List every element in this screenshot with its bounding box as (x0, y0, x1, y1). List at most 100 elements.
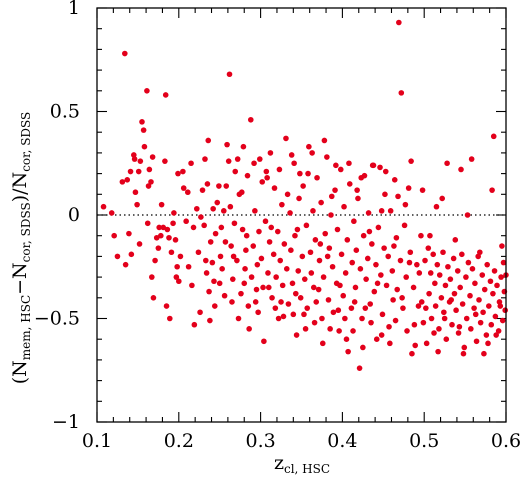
data-point (239, 226, 246, 233)
data-point (202, 156, 208, 162)
data-point (124, 177, 131, 183)
data-point (114, 253, 121, 260)
data-point (234, 257, 240, 264)
data-point (310, 284, 317, 291)
data-point (166, 234, 172, 241)
data-point (231, 220, 238, 227)
data-point (472, 280, 478, 287)
data-point (321, 137, 328, 144)
data-point (211, 278, 217, 285)
data-point (144, 88, 150, 94)
data-point (149, 274, 155, 280)
data-point (240, 143, 247, 150)
data-point (224, 141, 230, 148)
data-point (494, 282, 500, 289)
data-point (467, 292, 473, 299)
data-point (451, 290, 458, 297)
x-axis-label: zcl, HSC (274, 452, 330, 476)
data-point (267, 150, 274, 156)
data-point (285, 301, 292, 307)
data-point (355, 195, 361, 202)
data-point (303, 222, 310, 229)
data-point (351, 299, 358, 305)
data-point (122, 50, 128, 57)
data-point (190, 224, 197, 231)
y-label-n2-sub: cor, SDSS (19, 202, 33, 262)
data-point (333, 162, 339, 169)
data-point (216, 183, 222, 189)
data-point (312, 237, 319, 243)
data-point (362, 305, 369, 311)
data-point (409, 350, 415, 357)
data-point (492, 313, 499, 320)
data-point (334, 226, 341, 233)
data-point (276, 166, 283, 173)
data-point (127, 168, 134, 175)
x-axis-label-sub: cl, HSC (284, 462, 330, 476)
data-point (220, 208, 227, 214)
data-point (198, 214, 204, 220)
data-point (164, 226, 171, 233)
data-point (318, 199, 324, 206)
data-point (359, 315, 365, 322)
y-tick-label: 1 (68, 0, 80, 19)
data-point (283, 266, 290, 272)
data-point (468, 326, 474, 332)
data-point (436, 326, 442, 332)
data-point (173, 274, 180, 280)
data-point (202, 257, 209, 264)
data-point (152, 257, 158, 264)
y-axis-label: (Nmem, HSC−Ncor, SDSS)/Ncor, SDSS (9, 112, 33, 385)
data-point (496, 299, 503, 305)
data-point (232, 168, 239, 175)
data-point (145, 183, 152, 189)
data-point (338, 251, 345, 258)
data-point (404, 328, 410, 334)
data-point (364, 255, 371, 262)
data-point (221, 292, 228, 299)
data-point (385, 253, 392, 260)
data-point (266, 239, 273, 245)
data-point (242, 266, 248, 272)
data-point (262, 218, 269, 225)
data-point (445, 263, 451, 270)
y-tick-label: 0 (68, 204, 80, 226)
data-point (488, 321, 495, 328)
data-point (134, 201, 140, 208)
data-point (268, 224, 275, 231)
data-point (378, 272, 384, 278)
data-point (296, 195, 302, 202)
data-point (314, 174, 320, 181)
data-point (156, 224, 162, 231)
y-label-n1-sub: mem, HSC (19, 295, 33, 360)
data-point (401, 222, 408, 229)
data-point (218, 224, 225, 231)
data-point (487, 278, 494, 285)
data-point (227, 203, 234, 210)
data-point (435, 348, 441, 355)
data-point (210, 205, 216, 212)
data-point (217, 253, 224, 260)
data-point (256, 228, 262, 235)
data-point (406, 259, 413, 266)
data-point (472, 311, 479, 318)
data-point (335, 307, 342, 314)
data-point (273, 274, 279, 280)
data-point (168, 249, 175, 256)
data-point (341, 203, 347, 210)
data-point (131, 156, 138, 162)
data-point (150, 295, 157, 301)
data-point (464, 212, 471, 218)
data-point (317, 241, 324, 247)
y-tick-label: −1 (52, 411, 80, 433)
data-point (430, 251, 436, 258)
data-point (383, 282, 390, 289)
data-point (382, 191, 388, 198)
data-point (381, 245, 387, 251)
data-point (477, 249, 483, 256)
data-point (211, 303, 218, 309)
data-point (230, 253, 237, 260)
data-point (468, 156, 475, 162)
data-point (463, 274, 469, 280)
data-point (352, 284, 359, 291)
